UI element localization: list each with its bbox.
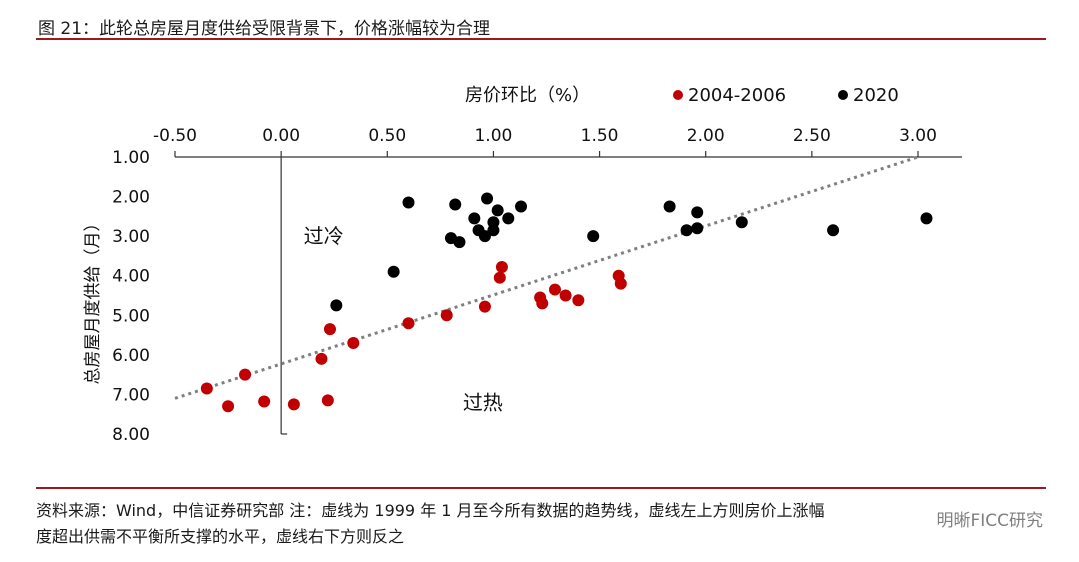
data-point — [402, 196, 415, 209]
data-point — [515, 200, 528, 213]
trendline — [174, 155, 919, 400]
x-tick-label: -0.50 — [153, 126, 197, 146]
data-point — [663, 200, 676, 213]
data-point — [478, 300, 491, 313]
x-tick-label: 1.50 — [581, 126, 619, 146]
plot-area: -0.50 0.00 0.50 1.00 1.50 2.00 2.50 3.00 1.00 2.… — [112, 126, 962, 445]
data-point — [691, 222, 704, 235]
figure-title: 图 21：此轮总房屋月度供给受限背景下，价格涨幅较为合理 — [38, 19, 491, 39]
legend-label-2004-2006: 2004-2006 — [688, 85, 786, 106]
data-point — [735, 216, 748, 229]
x-tick-label: 0.50 — [368, 126, 406, 146]
data-point — [481, 192, 494, 205]
y-tick-label: 5.00 — [112, 306, 150, 326]
data-point — [827, 224, 840, 237]
data-point — [330, 299, 343, 312]
data-point — [449, 198, 462, 211]
series-2020 — [330, 192, 933, 312]
x-tick-label: 3.00 — [899, 126, 937, 146]
data-point — [453, 236, 466, 249]
y-axis-title: 总房屋月度供给（月） — [83, 215, 103, 385]
data-point — [287, 398, 300, 411]
data-point — [691, 206, 704, 219]
y-tick-label: 2.00 — [112, 188, 150, 208]
x-ticks: -0.50 0.00 0.50 1.00 1.50 2.00 2.50 3.00 — [153, 126, 937, 157]
legend: 房价环比（%） 2004-2006 2020 — [465, 85, 899, 106]
x-tick-label: 2.50 — [793, 126, 831, 146]
y-ticks: 1.00 2.00 3.00 4.00 5.00 6.00 7.00 8.00 — [112, 148, 150, 445]
data-point — [258, 395, 271, 408]
data-point — [468, 212, 481, 225]
data-point — [387, 265, 400, 278]
data-point — [315, 352, 328, 365]
data-point — [920, 212, 933, 225]
series-layer — [200, 192, 933, 413]
data-point — [495, 261, 508, 274]
data-point — [200, 382, 213, 395]
data-point — [478, 230, 491, 243]
source-note-line-1: 资料来源：Wind，中信证券研究部 注：虚线为 1999 年 1 月至今所有数据… — [36, 501, 825, 520]
legend-label-2020: 2020 — [853, 85, 899, 106]
top-rule — [36, 38, 1046, 40]
data-point — [491, 204, 504, 217]
data-point — [239, 368, 252, 381]
y-tick-label: 1.00 — [112, 148, 150, 168]
x-tick-label: 1.00 — [474, 126, 512, 146]
data-point — [487, 224, 500, 237]
annotation-overheat: 过热 — [463, 390, 503, 414]
data-point — [402, 317, 415, 330]
data-point — [572, 294, 585, 307]
y-tick-label: 4.00 — [112, 267, 150, 287]
data-point — [502, 212, 515, 225]
data-point — [321, 394, 334, 407]
series-2004-2006 — [200, 261, 627, 413]
data-point — [222, 400, 235, 413]
source-note-line-2: 度超出供需不平衡所支撑的水平，虚线右下方则反之 — [36, 527, 405, 546]
data-point — [559, 289, 572, 302]
data-point — [323, 323, 336, 336]
x-axis-title: 房价环比（%） — [465, 85, 590, 106]
x-tick-label: 0.00 — [262, 126, 300, 146]
y-tick-label: 8.00 — [112, 425, 150, 445]
data-point — [548, 283, 561, 296]
data-point — [347, 336, 360, 349]
bottom-rule — [36, 487, 1046, 489]
x-tick-label: 2.00 — [687, 126, 725, 146]
annotation-overcool: 过冷 — [304, 224, 344, 248]
legend-marker-2020 — [838, 90, 848, 100]
data-point — [493, 271, 506, 284]
data-point — [614, 277, 627, 290]
watermark: 明晰FICC研究 — [936, 511, 1043, 531]
data-point — [440, 309, 453, 322]
y-tick-label: 3.00 — [112, 227, 150, 247]
data-point — [587, 230, 600, 243]
data-point — [536, 297, 549, 310]
y-tick-label: 7.00 — [112, 385, 150, 405]
data-point — [680, 224, 693, 237]
legend-marker-2004-2006 — [673, 90, 683, 100]
y-tick-label: 6.00 — [112, 346, 150, 366]
source-note: 资料来源：Wind，中信证券研究部 注：虚线为 1999 年 1 月至今所有数据… — [36, 498, 1046, 550]
